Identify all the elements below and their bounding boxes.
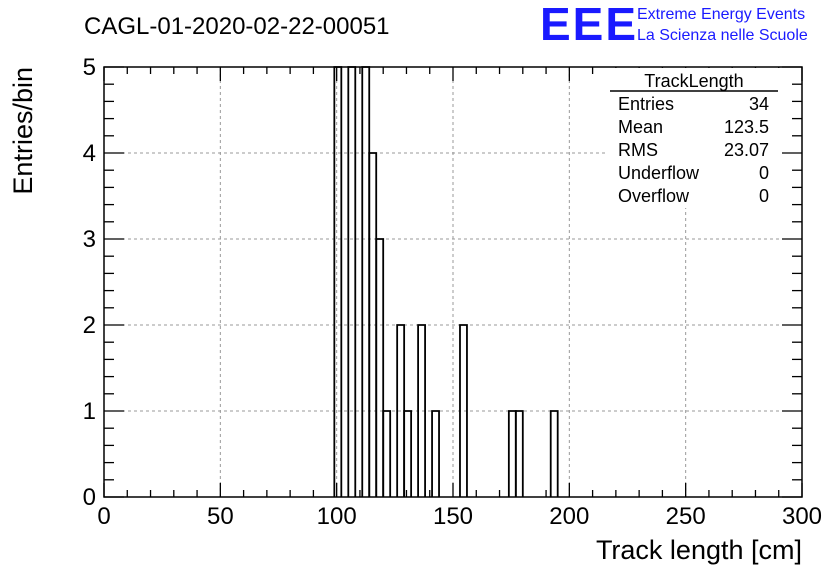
- axis-ticks: [103, 66, 803, 498]
- histogram-bin: [382, 410, 392, 497]
- x-tick-label: 50: [207, 503, 234, 530]
- histogram-bin: [549, 410, 559, 497]
- stats-row-value: 0: [759, 186, 769, 206]
- stats-row-value: 23.07: [724, 140, 769, 160]
- histogram-bin: [361, 66, 371, 497]
- eee-logo-line2: La Scienza nelle Scuole: [637, 27, 808, 44]
- eee-logo-mark: EEE: [540, 0, 638, 50]
- stats-row-label: Entries: [618, 94, 674, 114]
- grid-lines: [104, 67, 802, 497]
- stats-row-value: 34: [749, 94, 769, 114]
- y-tick-label: 1: [83, 398, 96, 425]
- x-tick-label: 150: [433, 503, 473, 530]
- x-tick-label: 250: [666, 503, 706, 530]
- stats-row-label: Overflow: [618, 186, 690, 206]
- histogram-bin: [417, 324, 426, 497]
- histogram-bin: [507, 410, 517, 497]
- eee-logo: EEE Extreme Energy Events La Scienza nel…: [540, 0, 808, 50]
- histogram-bars: [333, 66, 559, 497]
- y-tick-label: 3: [83, 226, 96, 253]
- eee-logo-line1: Extreme Energy Events: [637, 6, 805, 23]
- stats-rows: Entries 34 Mean 123.5 RMS 23.07 Underflow 0 Over…: [618, 94, 769, 206]
- stats-box: TrackLength Entries 34 Mean 123.5 RMS 23.07 Un…: [608, 68, 780, 208]
- y-tick-label: 0: [83, 484, 96, 511]
- y-axis-label: Entries/bin: [8, 67, 38, 195]
- stats-row-label: RMS: [618, 140, 658, 160]
- stats-box-title: TrackLength: [644, 71, 743, 91]
- y-tick-label: 2: [83, 312, 96, 339]
- histogram-bin: [431, 410, 440, 497]
- x-axis-label: Track length [cm]: [596, 535, 802, 565]
- histogram-bin: [347, 66, 357, 497]
- stats-row-value: 0: [759, 163, 769, 183]
- histogram-bin: [403, 410, 413, 497]
- stats-row-label: Mean: [618, 117, 663, 137]
- x-tick-label: 0: [97, 503, 110, 530]
- x-tick-label: 100: [317, 503, 357, 530]
- y-tick-label: 4: [83, 140, 96, 167]
- x-tick-label: 300: [782, 503, 822, 530]
- x-tick-label: 200: [549, 503, 589, 530]
- stats-row-label: Underflow: [618, 163, 700, 183]
- stats-row-value: 123.5: [724, 117, 769, 137]
- histogram-bin: [375, 238, 385, 497]
- histogram-bin: [514, 410, 524, 497]
- chart-title: CAGL-01-2020-02-22-00051: [84, 13, 390, 40]
- histogram-bin: [459, 324, 468, 497]
- y-tick-label: 5: [83, 54, 96, 81]
- histogram-bin: [333, 66, 343, 497]
